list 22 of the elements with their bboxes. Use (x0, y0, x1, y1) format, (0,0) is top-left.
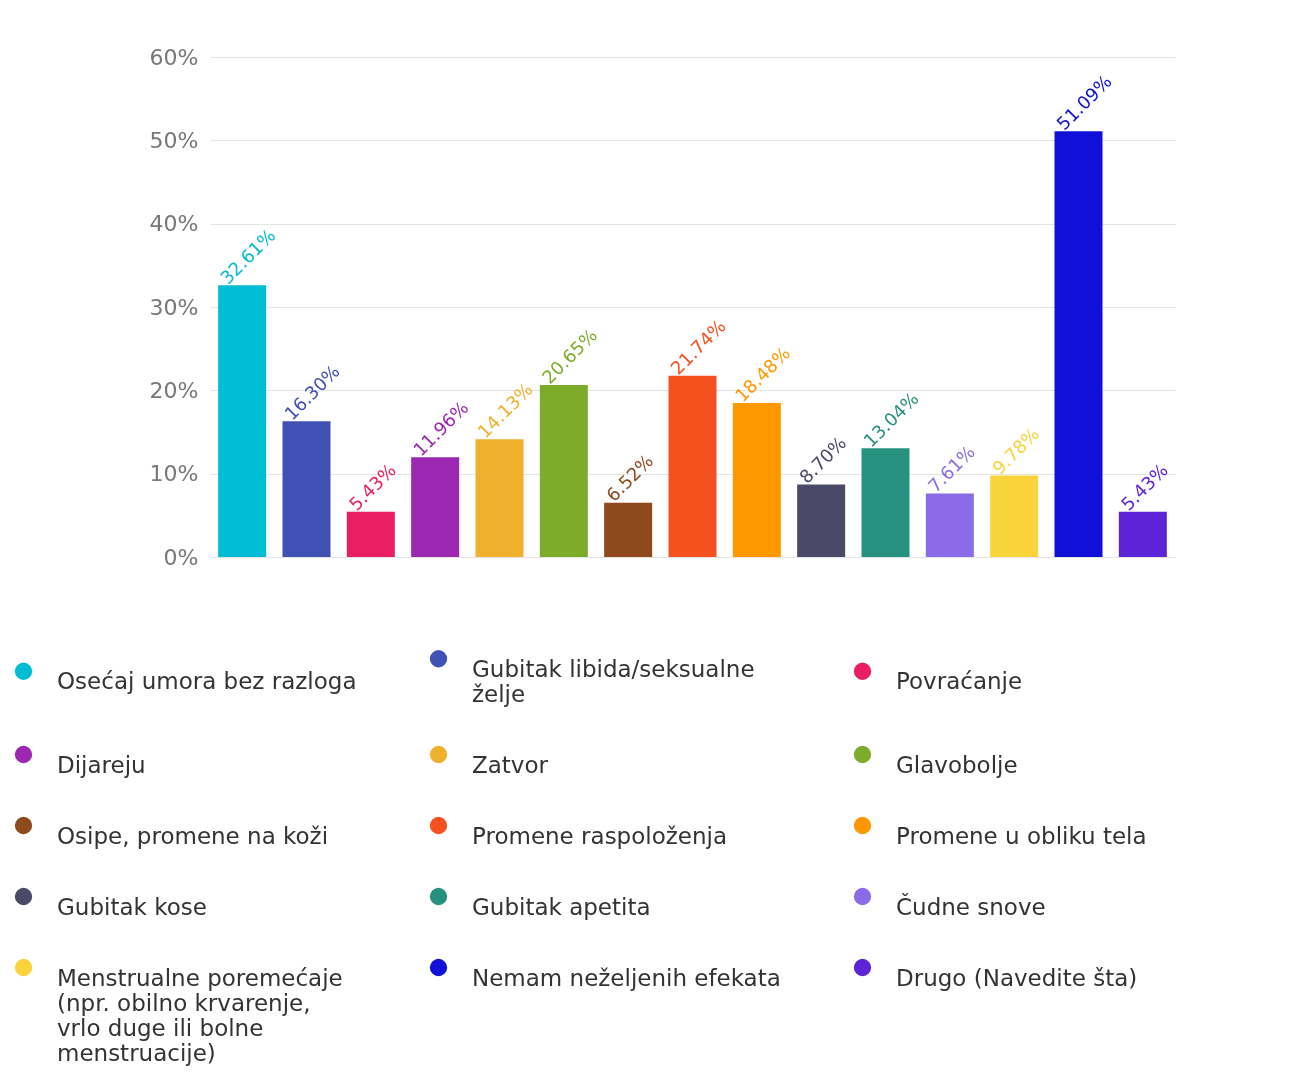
y-tick-label: 0% (163, 544, 199, 570)
legend-label: Zatvor (472, 751, 549, 778)
y-tick-label: 30% (149, 294, 199, 320)
y-tick-label: 20% (149, 377, 199, 403)
y-tick-label: 40% (149, 211, 199, 237)
legend-label: Glavobolje (896, 751, 1018, 778)
legend-label: Osipe, promene na koži (57, 822, 329, 849)
legend-label: Osećaj umora bez razloga (57, 668, 357, 695)
legend-label: Gubitak libida/seksualne želje (472, 655, 755, 707)
y-tick-label: 10% (149, 461, 199, 487)
y-tick-label: 60% (149, 44, 199, 70)
legend-label: Menstrualne poremećaje (npr. obilno krvarenje, vrlo duge ili bolne menstruacije) (57, 964, 343, 1066)
legend-label: Promene raspoloženja (472, 822, 728, 849)
legend-label: Gubitak apetita (472, 893, 651, 920)
legend-label: Povraćanje (896, 668, 1023, 695)
legend-label: Gubitak kose (57, 893, 207, 920)
legend-label: Promene u obliku tela (896, 822, 1147, 849)
y-tick-label: 50% (149, 127, 199, 153)
legend-label: Nemam neželjenih efekata (472, 964, 781, 991)
legend-label: Dijareju (57, 751, 146, 778)
legend-label: Drugo (Navedite šta) (896, 964, 1138, 991)
legend-label: Čudne snove (896, 892, 1046, 920)
